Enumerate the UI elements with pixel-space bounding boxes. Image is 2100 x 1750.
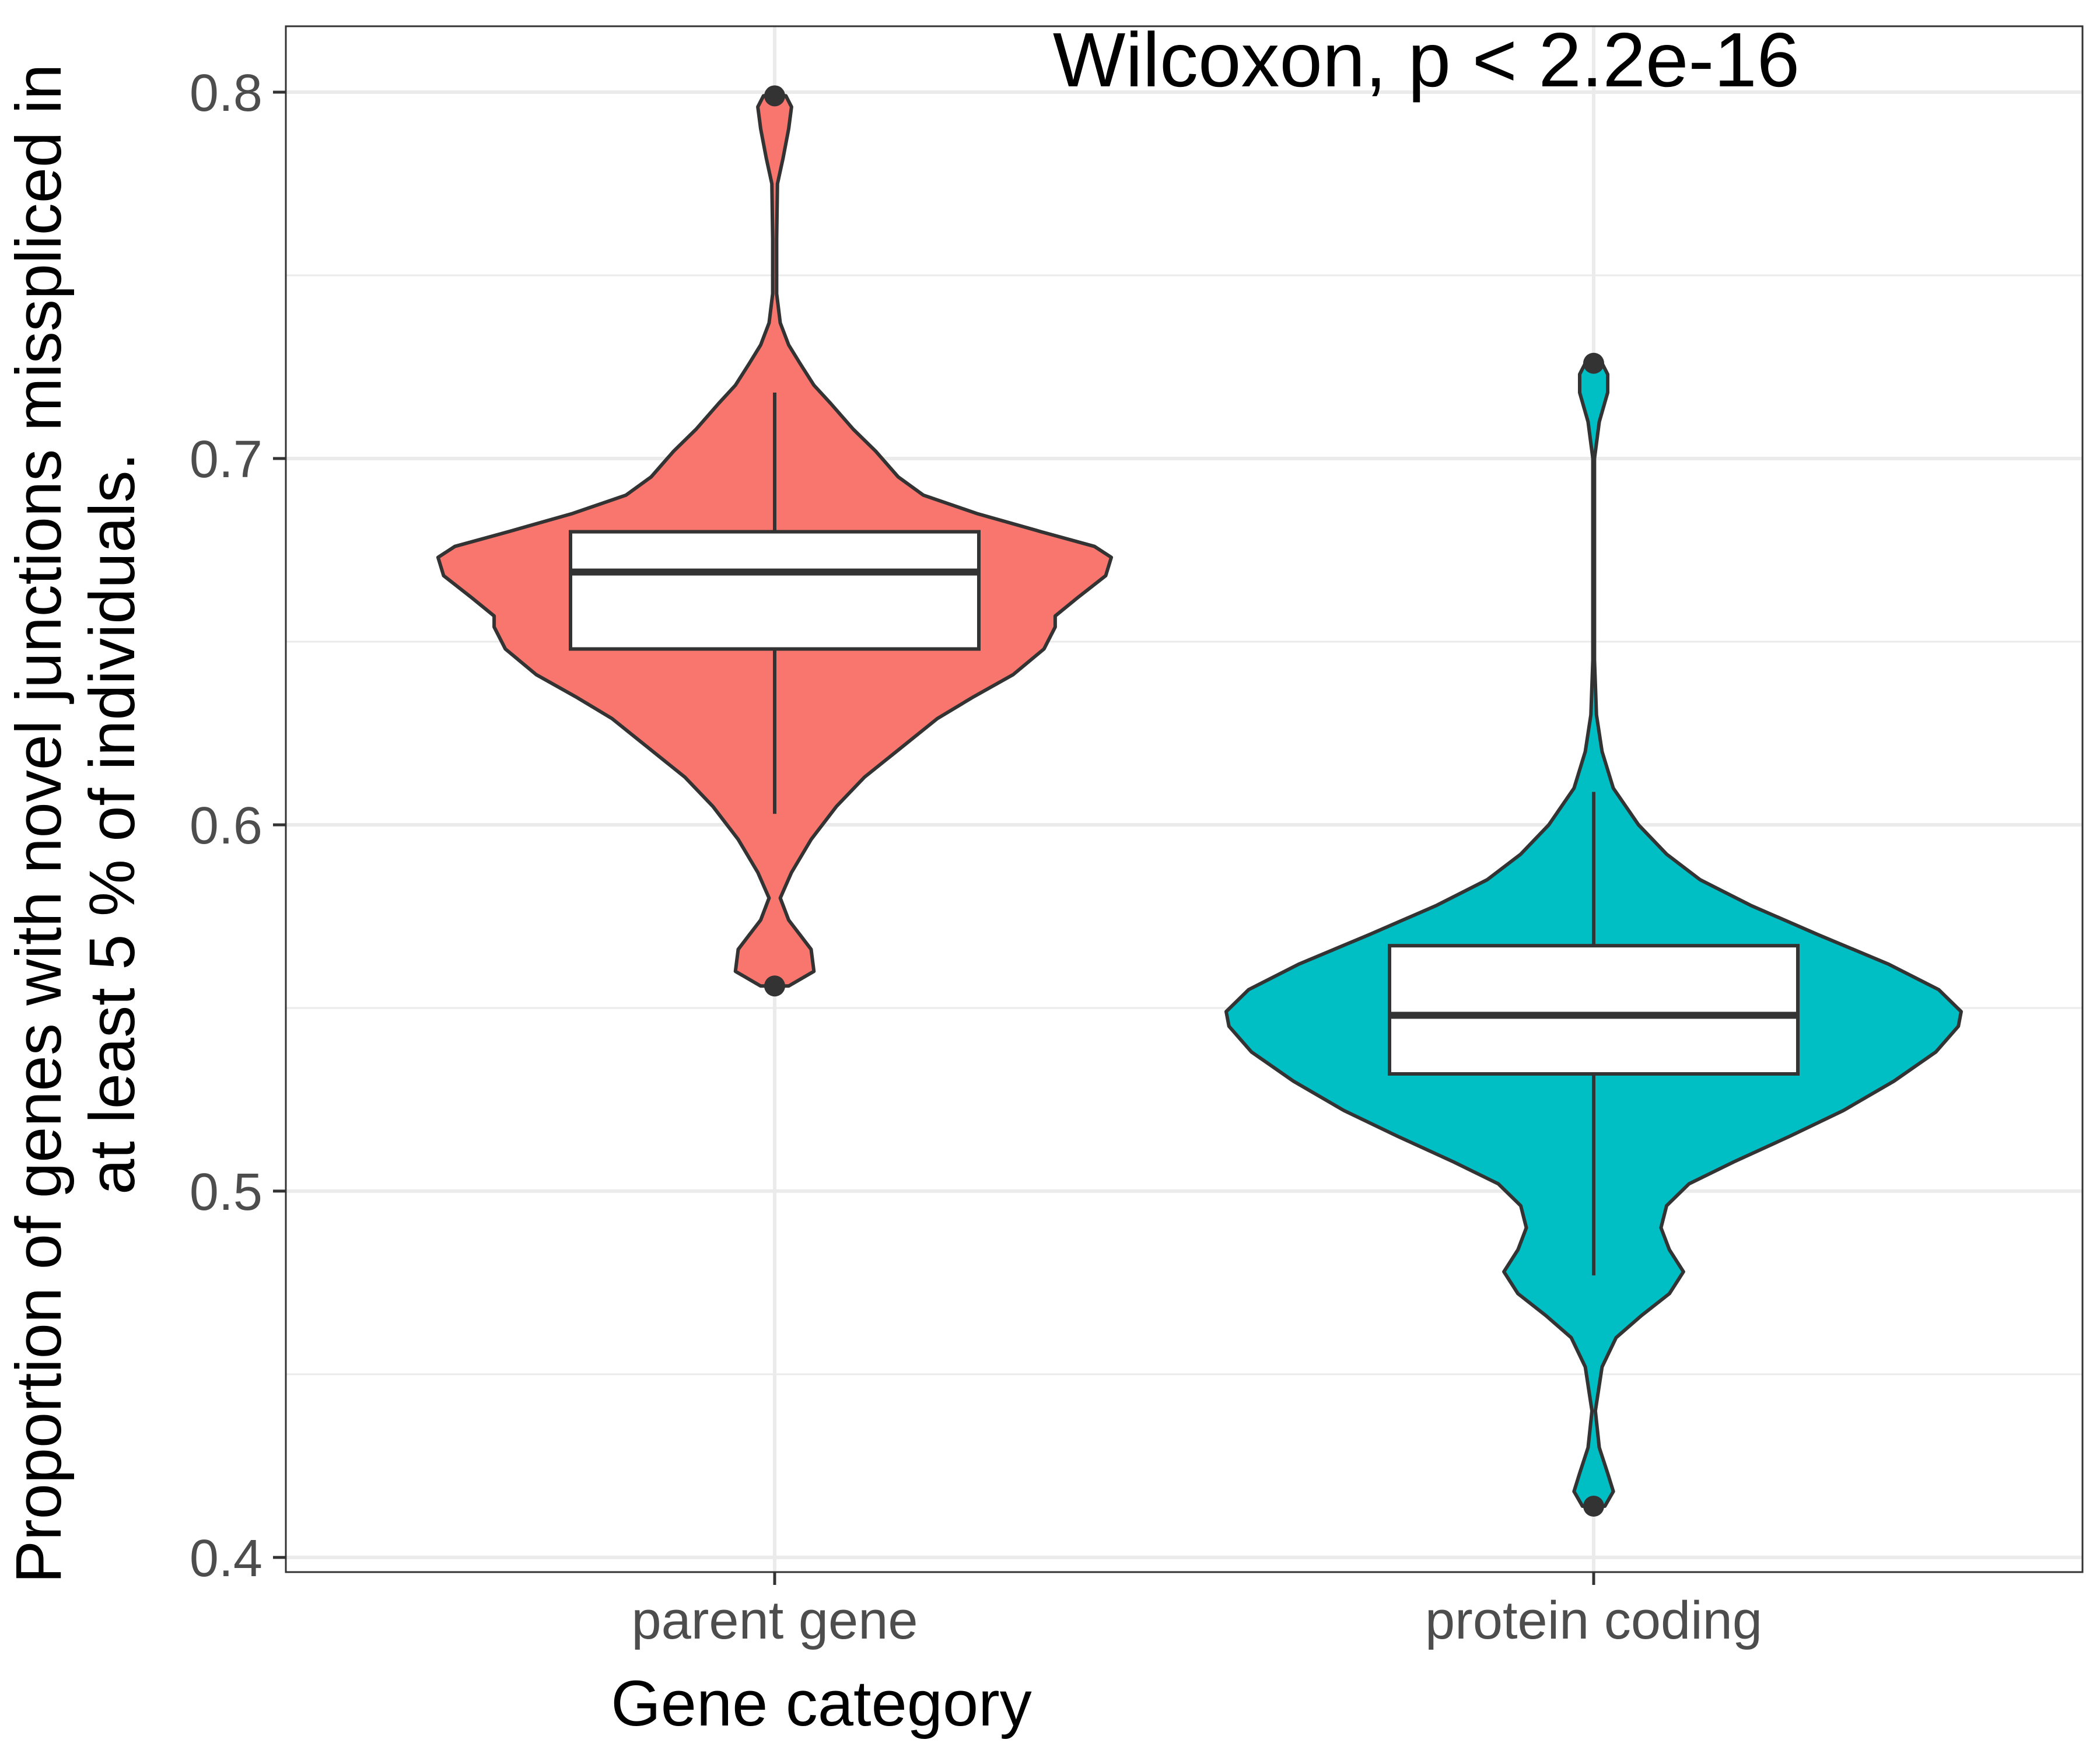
panel-border bbox=[285, 25, 2084, 1573]
x-axis-title: Gene category bbox=[611, 1668, 1032, 1740]
y-tick-label: 0.5 bbox=[190, 1163, 262, 1222]
y-tick-label: 0.8 bbox=[190, 64, 262, 123]
y-axis-title-line-1: Proportion of genes with novel junctions… bbox=[3, 64, 75, 1584]
x-axis: parent gene protein coding bbox=[631, 1572, 1762, 1650]
box bbox=[1388, 944, 1800, 1076]
x-tick-label: parent gene bbox=[631, 1591, 918, 1650]
y-tick-label: 0.4 bbox=[190, 1530, 262, 1588]
outlier-point bbox=[764, 975, 785, 997]
y-tick-label: 0.7 bbox=[190, 430, 262, 489]
major-gridlines bbox=[286, 26, 2082, 1572]
y-axis-title-line-2: at least 5 % of individuals. bbox=[76, 453, 148, 1195]
x-tick-label: protein coding bbox=[1425, 1591, 1762, 1650]
test-annotation: Wilcoxon, p < 2.2e-16 bbox=[1053, 17, 1800, 103]
y-tick-label: 0.6 bbox=[190, 797, 262, 855]
outlier-point bbox=[764, 85, 785, 107]
y-axis-title: Proportion of genes with novel junctions… bbox=[3, 64, 148, 1584]
outlier-point bbox=[1583, 1495, 1604, 1517]
y-axis: 0.4 0.5 0.6 0.7 0.8 bbox=[190, 64, 286, 1588]
outlier-point bbox=[1583, 352, 1604, 374]
violins bbox=[436, 85, 1963, 1517]
box bbox=[569, 530, 981, 651]
